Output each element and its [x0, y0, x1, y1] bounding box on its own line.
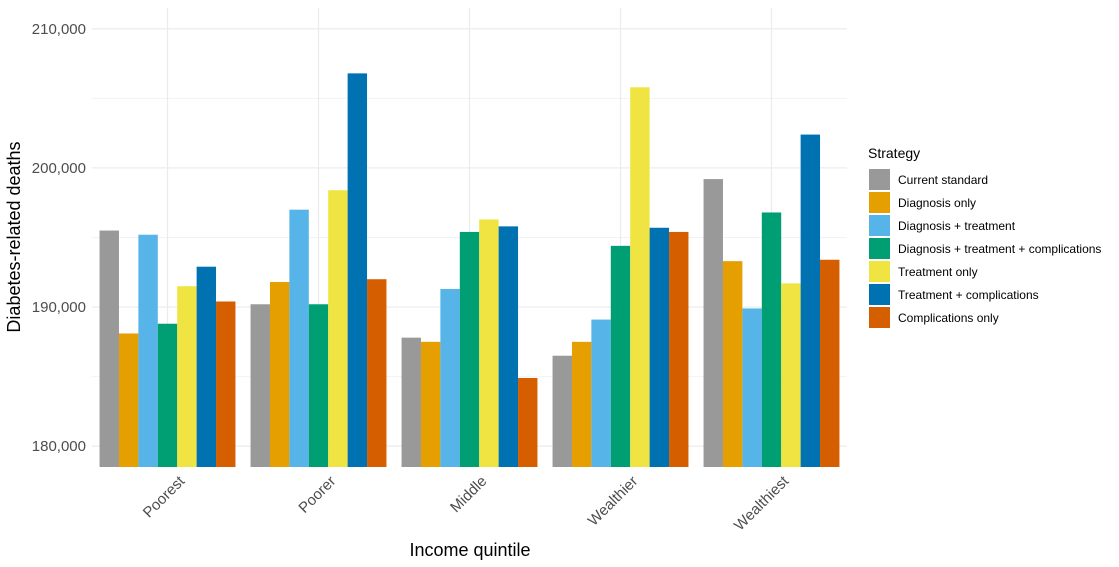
y-tick-label: 190,000	[32, 299, 86, 316]
bar	[328, 190, 348, 467]
legend-swatch	[869, 192, 890, 213]
legend-label: Current standard	[898, 173, 988, 187]
x-tick-label: Poorer	[295, 473, 339, 517]
bar	[308, 304, 329, 467]
legend-label: Diagnosis + treatment	[898, 219, 1016, 233]
bar	[630, 87, 650, 468]
legend-label: Treatment + complications	[898, 288, 1039, 302]
x-tick-label: Poorest	[140, 472, 189, 521]
bar	[552, 355, 572, 467]
legend-label: Diagnosis only	[898, 196, 976, 210]
bar	[703, 179, 723, 467]
legend: Strategy Current standard Diagnosis only D…	[868, 145, 1101, 328]
y-axis-title: Diabetes-related deaths	[4, 141, 24, 332]
bar	[722, 261, 743, 467]
bar	[669, 231, 689, 467]
bar	[781, 283, 801, 467]
y-tick-label: 210,000	[32, 21, 86, 38]
x-axis-ticks: Poorest Poorer Middle Wealthier Wealthiest	[140, 472, 793, 534]
legend-swatch	[869, 261, 890, 282]
bar	[401, 337, 421, 467]
bar	[591, 319, 611, 467]
legend-swatch	[869, 238, 890, 259]
bar	[518, 377, 538, 467]
bar	[820, 259, 840, 467]
legend-swatch	[869, 307, 890, 328]
x-tick-label: Wealthier	[585, 473, 642, 530]
y-tick-label: 200,000	[32, 160, 86, 177]
y-axis-ticks: 180,000 190,000 200,000 210,000	[32, 21, 86, 455]
bar	[269, 282, 290, 467]
bar	[610, 245, 631, 467]
legend-title: Strategy	[868, 145, 920, 161]
bar	[479, 219, 499, 467]
bar	[649, 227, 670, 467]
bar	[138, 234, 158, 467]
legend-label: Diagnosis + treatment + complications	[898, 242, 1101, 256]
legend-swatch	[869, 215, 890, 236]
bar	[571, 341, 592, 467]
x-tick-label: Middle	[447, 473, 490, 516]
legend-items: Current standard Diagnosis only Diagnosis …	[869, 169, 1101, 328]
bar	[196, 266, 217, 467]
bar	[420, 341, 441, 467]
bars	[99, 73, 840, 468]
bar	[800, 134, 821, 467]
y-tick-label: 180,000	[32, 438, 86, 455]
bar	[250, 304, 270, 467]
bar	[459, 231, 480, 467]
bar	[367, 279, 387, 467]
legend-label: Treatment only	[898, 265, 978, 279]
x-axis-title: Income quintile	[409, 540, 530, 560]
bar	[742, 308, 762, 467]
bar	[761, 212, 782, 467]
legend-swatch	[869, 284, 890, 305]
bar	[498, 226, 519, 467]
bar	[289, 209, 309, 467]
bar	[347, 73, 368, 467]
x-tick-label: Wealthiest	[731, 472, 793, 534]
bar	[157, 323, 178, 467]
bar	[99, 230, 119, 467]
bar	[216, 301, 236, 467]
bar	[440, 288, 460, 467]
legend-swatch	[869, 169, 890, 190]
bar	[118, 333, 139, 467]
legend-label: Complications only	[898, 311, 999, 325]
bar	[177, 286, 197, 467]
